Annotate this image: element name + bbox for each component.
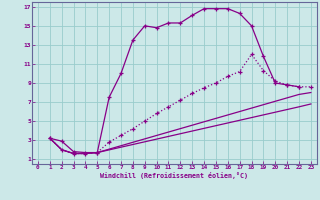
X-axis label: Windchill (Refroidissement éolien,°C): Windchill (Refroidissement éolien,°C) <box>100 172 248 179</box>
